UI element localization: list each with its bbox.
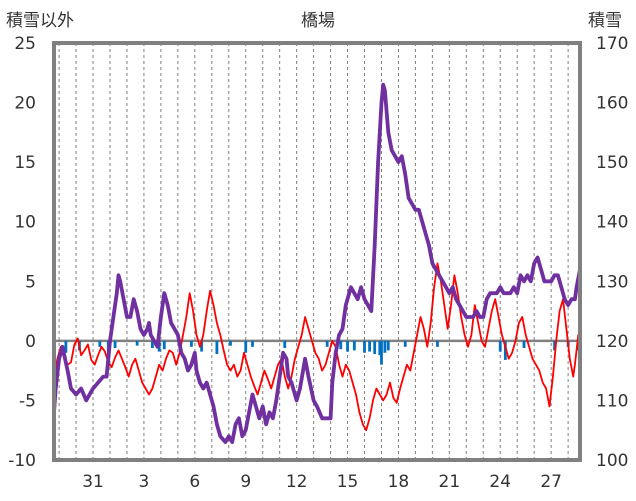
precipitation-bar (229, 340, 232, 346)
left-tick-label: -10 (8, 451, 36, 471)
precipitation-bar (113, 340, 117, 349)
precipitation-bar (190, 340, 193, 347)
precipitation-bar (368, 340, 371, 352)
right-tick-label: 170 (596, 34, 628, 54)
right-axis-ticks: 170 160 150 140 130 120 110 100 (596, 34, 628, 471)
left-tick-label: 15 (14, 153, 36, 173)
right-axis-title: 積雪 (588, 11, 622, 31)
precipitation-bar (436, 340, 439, 347)
precipitation-bar (352, 340, 356, 351)
plot-frame (52, 41, 582, 462)
precipitation-bar (522, 340, 526, 349)
left-tick-label: 10 (14, 213, 36, 233)
precipitation-bar (503, 340, 507, 360)
x-tick-label: 12 (286, 472, 308, 492)
precipitation-bar (162, 340, 166, 350)
left-tick-label: 20 (14, 94, 36, 114)
x-axis-ticks: 31 3 6 9 12 15 18 21 24 27 (82, 472, 562, 492)
left-tick-label: 5 (25, 272, 36, 292)
x-tick-label: 15 (337, 472, 359, 492)
x-tick-label: 31 (82, 472, 104, 492)
x-tick-label: 3 (139, 472, 150, 492)
precipitation-bars (64, 340, 580, 365)
precipitation-bar (363, 340, 366, 353)
precipitation-bar (373, 340, 377, 354)
left-axis-ticks: 25 20 15 10 5 0 -5 -10 (8, 34, 36, 471)
precipitation-bar (383, 340, 387, 353)
precipitation-bar (325, 340, 329, 347)
right-tick-label: 130 (596, 272, 628, 292)
left-axis-title: 積雪以外 (6, 11, 74, 31)
left-tick-label: 25 (14, 34, 36, 54)
left-tick-label: 0 (25, 332, 36, 352)
snow-depth-line (52, 82, 582, 444)
right-tick-label: 120 (596, 332, 628, 352)
precipitation-bar (251, 340, 254, 347)
precipitation-bar (553, 340, 556, 351)
precipitation-bar (200, 340, 204, 352)
precipitation-bar (151, 340, 154, 349)
x-tick-label: 24 (489, 472, 511, 492)
precipitation-bar (498, 340, 502, 352)
x-tick-label: 9 (240, 472, 251, 492)
precipitation-bar (135, 340, 139, 346)
precipitation-bar (64, 340, 68, 353)
precipitation-bar (380, 340, 383, 365)
x-tick-label: 27 (540, 472, 562, 492)
precipitation-bar (378, 340, 382, 356)
right-tick-label: 110 (596, 391, 628, 411)
x-tick-label: 18 (388, 472, 410, 492)
chart-title: 橋場 (301, 11, 335, 31)
precipitation-bar (98, 340, 102, 347)
right-tick-label: 140 (596, 213, 628, 233)
precipitation-bar (346, 340, 349, 352)
precipitation-bar (403, 340, 407, 347)
precipitation-bar (215, 340, 219, 354)
precipitation-bar (339, 340, 343, 350)
right-tick-label: 160 (596, 94, 628, 114)
x-tick-label: 21 (439, 472, 461, 492)
right-tick-label: 100 (596, 451, 628, 471)
temperature-line (53, 262, 581, 432)
x-tick-label: 6 (189, 472, 200, 492)
right-tick-label: 150 (596, 153, 628, 173)
precipitation-bar (283, 340, 287, 349)
precipitation-bar (386, 340, 390, 351)
left-tick-label: -5 (19, 391, 36, 411)
precipitation-bar (244, 340, 248, 353)
